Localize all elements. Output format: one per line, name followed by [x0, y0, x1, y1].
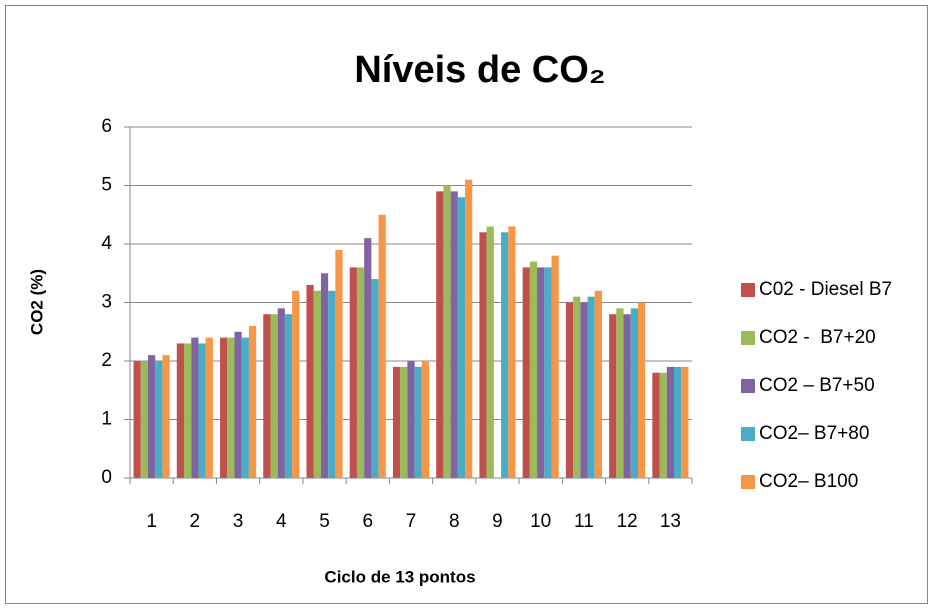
bar — [162, 355, 170, 478]
bar — [140, 361, 149, 478]
bar — [486, 226, 494, 478]
x-tick-label: 3 — [233, 511, 244, 532]
x-tick-label: 10 — [530, 511, 551, 532]
bar — [630, 308, 638, 478]
chart-title: Níveis de CO₂ — [354, 49, 605, 91]
y-tick-label: 6 — [101, 116, 112, 137]
bar — [155, 361, 163, 478]
bar — [328, 290, 336, 478]
bar — [148, 355, 156, 478]
bar — [400, 366, 408, 478]
bar — [392, 366, 401, 478]
bar — [544, 267, 552, 478]
bar — [609, 314, 617, 478]
x-tick-label: 8 — [449, 511, 460, 532]
x-tick-label: 5 — [319, 511, 330, 532]
legend-label: CO2 – B7+50 — [759, 375, 875, 396]
bar — [565, 302, 574, 478]
bar — [501, 232, 509, 478]
bar — [508, 226, 516, 478]
legend-label: CO2– B7+80 — [759, 423, 869, 444]
bar — [335, 249, 343, 478]
legend-swatch — [741, 379, 755, 393]
bar — [457, 197, 466, 478]
legend-label: CO2 - B7+20 — [759, 327, 876, 348]
bar — [292, 290, 300, 478]
x-tick-label: 9 — [492, 511, 503, 532]
bar — [587, 296, 595, 478]
bar — [450, 191, 458, 478]
bar — [284, 314, 293, 478]
bar — [133, 361, 141, 478]
bar — [198, 343, 206, 478]
bar — [443, 185, 451, 478]
bar — [378, 214, 386, 478]
bar — [320, 273, 329, 478]
x-tick-label: 4 — [276, 511, 287, 532]
bar — [594, 290, 602, 478]
bar — [522, 267, 530, 478]
bar — [407, 361, 415, 478]
x-tick-label: 7 — [406, 511, 417, 532]
bar — [623, 314, 631, 478]
x-tick-label: 2 — [190, 511, 201, 532]
bar — [637, 302, 646, 478]
bar — [364, 238, 372, 478]
bar — [234, 331, 242, 478]
bar — [551, 255, 559, 478]
bar — [414, 366, 422, 478]
bar — [371, 279, 379, 478]
bar — [248, 325, 257, 478]
bar — [681, 366, 689, 478]
legend-swatch — [741, 427, 755, 441]
bar — [436, 191, 444, 478]
bar — [220, 337, 228, 478]
y-tick-label: 0 — [101, 467, 112, 488]
x-tick-label: 6 — [362, 511, 373, 532]
bar — [176, 343, 185, 478]
bar — [573, 296, 581, 478]
y-tick-label: 5 — [101, 175, 112, 196]
bar — [616, 308, 624, 478]
bar — [263, 314, 271, 478]
bar — [241, 337, 249, 478]
x-axis-title: Ciclo de 13 pontos — [324, 567, 475, 586]
bar — [421, 361, 430, 478]
bar — [652, 372, 660, 478]
bar — [270, 314, 278, 478]
bar — [666, 366, 674, 478]
y-tick-label: 1 — [101, 409, 112, 430]
y-axis-title: CO2 (%) — [27, 269, 46, 335]
x-tick-label: 13 — [660, 511, 681, 532]
legend-label: CO2– B100 — [759, 471, 858, 492]
bar — [673, 366, 682, 478]
x-tick-label: 1 — [146, 511, 157, 532]
legend-label: C02 - Diesel B7 — [759, 279, 892, 300]
y-tick-label: 3 — [101, 292, 112, 313]
y-tick-label: 4 — [101, 233, 112, 254]
y-tick-label: 2 — [101, 350, 112, 371]
bar — [313, 290, 321, 478]
bar — [227, 337, 235, 478]
x-tick-label: 12 — [617, 511, 638, 532]
bar — [580, 302, 588, 478]
bar — [465, 179, 473, 478]
bar — [191, 337, 199, 478]
bar — [529, 261, 538, 478]
bar — [537, 267, 545, 478]
legend-swatch — [741, 283, 755, 297]
bar — [479, 232, 487, 478]
bar — [659, 372, 667, 478]
bar — [205, 337, 213, 478]
legend-swatch — [741, 475, 755, 489]
bar — [306, 284, 314, 478]
bar — [184, 343, 192, 478]
bar — [356, 267, 365, 478]
bar — [349, 267, 357, 478]
legend-swatch — [741, 331, 755, 345]
x-tick-label: 11 — [574, 511, 594, 532]
bar — [277, 308, 285, 478]
